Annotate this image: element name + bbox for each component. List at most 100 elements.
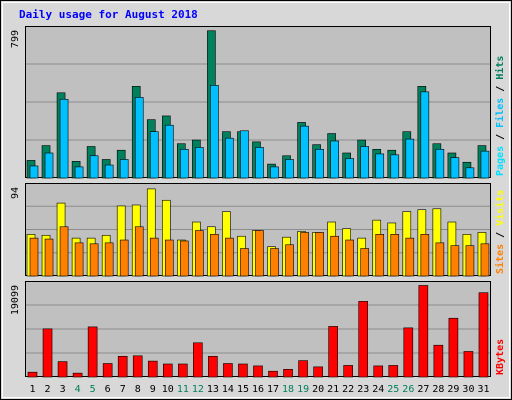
x-tick-label: 28 [432, 384, 444, 395]
x-tick-label: 30 [462, 384, 474, 395]
bar-kbytes [358, 301, 369, 378]
bar-sites [74, 242, 84, 277]
legend-separator: / [495, 226, 506, 244]
bar-kbytes [57, 361, 68, 378]
bar-sites [315, 232, 324, 277]
x-tick-label: 16 [252, 384, 264, 395]
bar-sites [119, 239, 129, 277]
bar-sites [255, 230, 264, 277]
legend-sites: Sites [494, 244, 506, 274]
bar-kbytes [328, 326, 338, 378]
legend-middle: Sites / Visits [494, 190, 506, 274]
bar-files [375, 153, 385, 179]
bar-files [450, 157, 460, 179]
bar-kbytes [448, 317, 459, 378]
x-axis-labels: 1 2 3 4 5 6 7 8 9 10 11 12 13 14 15 16 17 18 19 20 21 22 23 24 2… [30, 384, 490, 395]
bar-sites [149, 237, 159, 277]
bar-kbytes [162, 363, 173, 378]
bar-sites [345, 239, 354, 277]
bar-kbytes [433, 344, 444, 378]
bar-sites [420, 234, 430, 277]
bar-sites [225, 237, 234, 277]
bar-kbytes [238, 363, 248, 378]
bar-kbytes [208, 355, 218, 378]
bar-sites [390, 234, 400, 277]
x-tick-label: 2 [45, 384, 51, 395]
legend-pages: Pages [495, 146, 506, 176]
chart-title: Daily usage for August 2018 [19, 8, 198, 21]
bar-files [390, 154, 400, 179]
bar-kbytes [298, 360, 308, 378]
panel-middle: 94 Sites / Visits [10, 183, 506, 277]
bar-sites [104, 242, 114, 277]
bar-kbytes [268, 370, 278, 378]
x-tick-label: 8 [135, 384, 141, 395]
bar-sites [164, 239, 174, 277]
y-max-label: 19099 [10, 285, 21, 315]
bar-sites [270, 248, 279, 277]
x-tick-label: 1 [30, 384, 36, 395]
x-tick-label: 6 [105, 384, 111, 395]
bar-sites [180, 240, 189, 277]
legend-separator: / [495, 80, 506, 98]
bar-kbytes [253, 365, 263, 378]
bar-kbytes [403, 327, 414, 378]
bar-files [134, 97, 144, 179]
bar-kbytes [478, 292, 489, 378]
x-tick-label: 13 [207, 384, 219, 395]
bar-sites [285, 244, 294, 277]
x-tick-label: 25 [387, 384, 399, 395]
bar-sites [44, 238, 54, 277]
bar-kbytes [388, 365, 399, 378]
bar-kbytes [418, 285, 429, 378]
panel-bottom: 19099 KBytes [10, 281, 506, 378]
bar-files [180, 148, 189, 179]
x-tick-label: 7 [120, 384, 126, 395]
bar-kbytes [193, 342, 203, 378]
bar-kbytes [102, 363, 113, 378]
bar-files [44, 152, 54, 179]
bar-kbytes [283, 368, 293, 378]
bar-sites [195, 230, 204, 277]
legend-files: Files [494, 98, 506, 128]
x-tick-label: 18 [282, 384, 294, 395]
x-tick-label: 4 [75, 384, 81, 395]
x-tick-label: 21 [327, 384, 339, 395]
bar-files [255, 147, 264, 179]
x-tick-label: 26 [402, 384, 414, 395]
x-tick-label: 11 [177, 384, 189, 395]
y-max-label: 799 [10, 30, 21, 48]
bar-sites [480, 243, 490, 277]
bar-files [225, 137, 234, 179]
x-tick-label: 12 [192, 384, 204, 395]
bar-files [210, 85, 219, 179]
x-tick-label: 14 [222, 384, 234, 395]
bar-sites [210, 234, 219, 277]
bar-kbytes [27, 371, 38, 378]
bar-kbytes [132, 355, 143, 378]
x-tick-label: 9 [150, 384, 156, 395]
x-tick-label: 23 [357, 384, 369, 395]
bar-files [270, 166, 279, 179]
bar-sites [300, 232, 309, 277]
bar-kbytes [463, 351, 474, 378]
x-tick-label: 29 [447, 384, 459, 395]
bar-files [164, 124, 174, 179]
bar-files [149, 131, 159, 179]
bar-files [315, 148, 324, 179]
bar-sites [330, 235, 339, 277]
x-tick-label: 31 [477, 384, 489, 395]
legend-hits: Hits [494, 56, 506, 80]
bar-files [29, 165, 39, 179]
legend-bottom: KBytes [495, 339, 506, 375]
bar-files [285, 159, 294, 179]
bar-files [300, 125, 309, 179]
bar-files [74, 166, 84, 179]
panel-top: 799 Pages / Files / Hits [10, 26, 506, 179]
legend-top: Pages / Files / Hits [494, 56, 506, 176]
bar-sites [375, 234, 385, 277]
bar-sites [89, 243, 99, 277]
bar-sites [465, 245, 475, 277]
bar-files [119, 159, 129, 179]
